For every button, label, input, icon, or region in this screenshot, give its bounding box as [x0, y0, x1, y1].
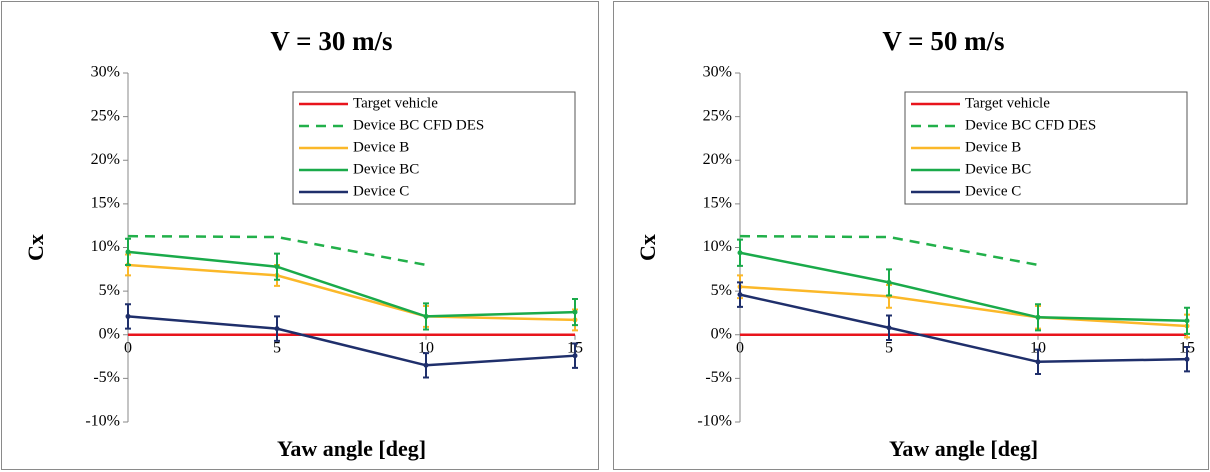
marker [1184, 356, 1190, 362]
legend-label: Target vehicle [965, 95, 1050, 111]
y-tick-label: 0% [711, 325, 732, 342]
chart-title: V = 50 m/s [882, 26, 1004, 56]
legend-label: Device B [353, 139, 409, 155]
x-tick-label: 5 [885, 339, 893, 356]
marker [886, 325, 892, 331]
legend-label: Device BC CFD DES [965, 117, 1096, 133]
y-tick-label: 0% [99, 325, 120, 342]
y-tick-label: 20% [703, 151, 732, 168]
marker [572, 309, 578, 315]
y-tick-label: -5% [705, 369, 732, 386]
panel-frame [613, 1, 1209, 470]
y-tick-label: 15% [703, 195, 732, 212]
series-line [739, 285, 1188, 328]
y-tick-label: 25% [91, 107, 120, 124]
y-tick-label: -10% [697, 413, 732, 430]
y-axis-label: Cx [23, 234, 48, 261]
x-tick-label: 0 [736, 339, 744, 356]
marker [423, 313, 429, 319]
y-tick-label: 25% [703, 107, 732, 124]
chart-title: V = 30 m/s [270, 26, 392, 56]
marker [274, 326, 280, 332]
legend-label: Device B [965, 139, 1021, 155]
marker [1035, 359, 1041, 365]
y-tick-label: 5% [99, 282, 120, 299]
marker [1035, 314, 1041, 320]
legend-label: Device C [965, 183, 1021, 199]
y-tick-label: -10% [85, 413, 120, 430]
y-tick-label: 20% [91, 151, 120, 168]
x-axis-label: Yaw angle [deg] [889, 436, 1038, 461]
marker [274, 264, 280, 270]
series-line [739, 251, 1188, 323]
legend-label: Device BC [353, 161, 419, 177]
y-tick-label: 30% [703, 64, 732, 81]
x-tick-label: 5 [273, 339, 281, 356]
x-axis-label: Yaw angle [deg] [277, 436, 426, 461]
y-tick-label: -5% [93, 369, 120, 386]
y-tick-label: 5% [711, 282, 732, 299]
legend-label: Target vehicle [353, 95, 438, 111]
series-line [739, 293, 1188, 364]
x-tick-label: 10 [1030, 339, 1046, 356]
y-axis-label: Cx [635, 234, 660, 261]
panel-frame [1, 1, 599, 470]
marker [737, 292, 743, 298]
x-tick-label: 0 [124, 339, 132, 356]
legend-label: Device BC [965, 161, 1031, 177]
legend-label: Device BC CFD DES [353, 117, 484, 133]
series-line [127, 263, 576, 322]
y-tick-label: 15% [91, 195, 120, 212]
marker [423, 362, 429, 368]
x-tick-label: 10 [418, 339, 434, 356]
series-line [127, 250, 576, 318]
legend-label: Device C [353, 183, 409, 199]
marker [886, 279, 892, 285]
y-tick-label: 10% [703, 238, 732, 255]
y-tick-label: 10% [91, 238, 120, 255]
marker [737, 250, 743, 256]
y-tick-label: 30% [91, 64, 120, 81]
marker [125, 249, 131, 255]
marker [1184, 318, 1190, 324]
series-line [127, 315, 576, 367]
marker [572, 353, 578, 359]
marker [125, 313, 131, 319]
